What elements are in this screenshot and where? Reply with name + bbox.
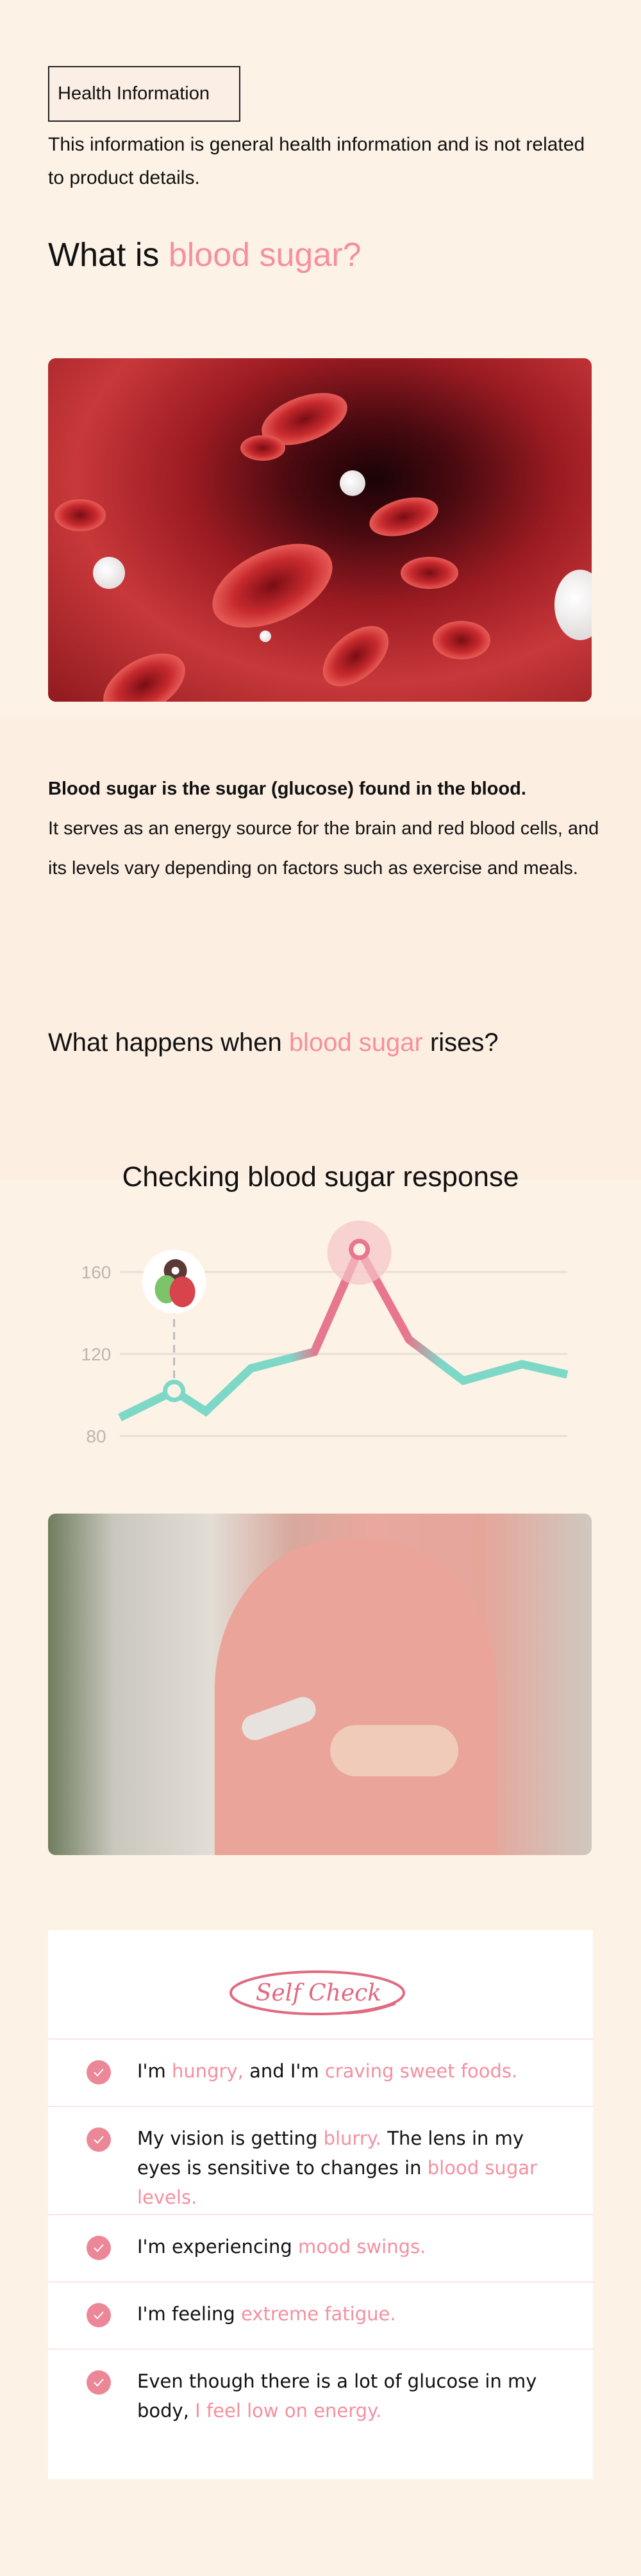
plain-text: I'm experiencing bbox=[137, 2236, 298, 2258]
highlight-text: blood sugar levels. bbox=[137, 2157, 537, 2208]
meat-icon bbox=[169, 1276, 196, 1307]
self-check-text: I'm hungry, and I'm craving sweet foods. bbox=[137, 2056, 573, 2086]
peak-point bbox=[349, 1239, 370, 1260]
section-band bbox=[0, 718, 641, 1179]
heading-text: What is bbox=[48, 236, 169, 274]
blood-sugar-definition: Blood sugar is the sugar (glucose) found… bbox=[48, 769, 599, 888]
y-tick-label: 120 bbox=[81, 1344, 112, 1364]
y-tick-label: 80 bbox=[86, 1426, 106, 1446]
check-icon bbox=[87, 2236, 111, 2260]
check-icon bbox=[87, 2370, 111, 2395]
blood-sugar-line bbox=[118, 1240, 569, 1422]
heading-blood-sugar-rises: What happens when blood sugar rises? bbox=[48, 1028, 499, 1057]
definition-body: It serves as an energy source for the br… bbox=[48, 818, 599, 879]
meal-point bbox=[163, 1380, 186, 1403]
plain-text: Even though there is a lot of glucose in… bbox=[137, 2370, 537, 2422]
heading-highlight: blood sugar bbox=[288, 1028, 423, 1057]
highlight-text: mood swings. bbox=[297, 2236, 426, 2258]
heading-what-is-blood-sugar: What is blood sugar? bbox=[48, 236, 362, 274]
blood-cells-image bbox=[48, 358, 592, 702]
self-check-text: My vision is getting blurry. The lens in… bbox=[137, 2124, 573, 2212]
check-icon bbox=[87, 2303, 111, 2327]
self-check-text: I'm feeling extreme fatigue. bbox=[137, 2299, 573, 2329]
self-check-item[interactable]: I'm feeling extreme fatigue. bbox=[48, 2281, 593, 2349]
heading-text: What happens when bbox=[48, 1028, 289, 1057]
self-check-text: Even though there is a lot of glucose in… bbox=[137, 2366, 573, 2425]
disclaimer-text: This information is general health infor… bbox=[48, 134, 585, 188]
plain-text: and I'm bbox=[243, 2060, 325, 2082]
plain-text: My vision is getting bbox=[137, 2127, 324, 2149]
highlight-text: blurry. bbox=[323, 2127, 382, 2149]
highlight-text: craving sweet foods. bbox=[324, 2060, 518, 2082]
highlight-text: extreme fatigue. bbox=[241, 2303, 396, 2325]
self-check-item[interactable]: Even though there is a lot of glucose in… bbox=[48, 2349, 593, 2470]
self-check-card: Self Check I'm hungry, and I'm craving s… bbox=[48, 1930, 593, 2479]
heading-text-end: rises? bbox=[422, 1028, 499, 1057]
self-check-text: I'm experiencing mood swings. bbox=[137, 2232, 573, 2261]
woman-checking-blood-sugar-image bbox=[48, 1514, 592, 1855]
highlight-text: hungry, bbox=[172, 2060, 244, 2082]
chart-title: Checking blood sugar response bbox=[122, 1161, 519, 1193]
highlight-text: I feel low on energy. bbox=[195, 2400, 382, 2422]
check-icon bbox=[87, 2060, 111, 2085]
blood-sugar-chart: 160 120 80 bbox=[81, 1220, 569, 1446]
self-check-title: Self Check bbox=[256, 1980, 381, 2006]
self-check-item[interactable]: I'm experiencing mood swings. bbox=[48, 2214, 593, 2281]
health-information-badge: Health Information bbox=[48, 66, 240, 122]
self-check-logo: Self Check bbox=[229, 1970, 405, 2015]
plain-text: I'm feeling bbox=[137, 2303, 242, 2325]
definition-bold: Blood sugar is the sugar (glucose) found… bbox=[48, 779, 526, 799]
y-tick-label: 160 bbox=[81, 1262, 112, 1282]
plain-text: I'm bbox=[137, 2060, 172, 2082]
heading-highlight: blood sugar? bbox=[168, 236, 362, 274]
check-icon bbox=[87, 2127, 111, 2152]
self-check-item[interactable]: My vision is getting blurry. The lens in… bbox=[48, 2106, 593, 2214]
self-check-item[interactable]: I'm hungry, and I'm craving sweet foods. bbox=[48, 2038, 593, 2106]
plain-text: The lens in my eyes is sensitive to chan… bbox=[137, 2127, 524, 2179]
